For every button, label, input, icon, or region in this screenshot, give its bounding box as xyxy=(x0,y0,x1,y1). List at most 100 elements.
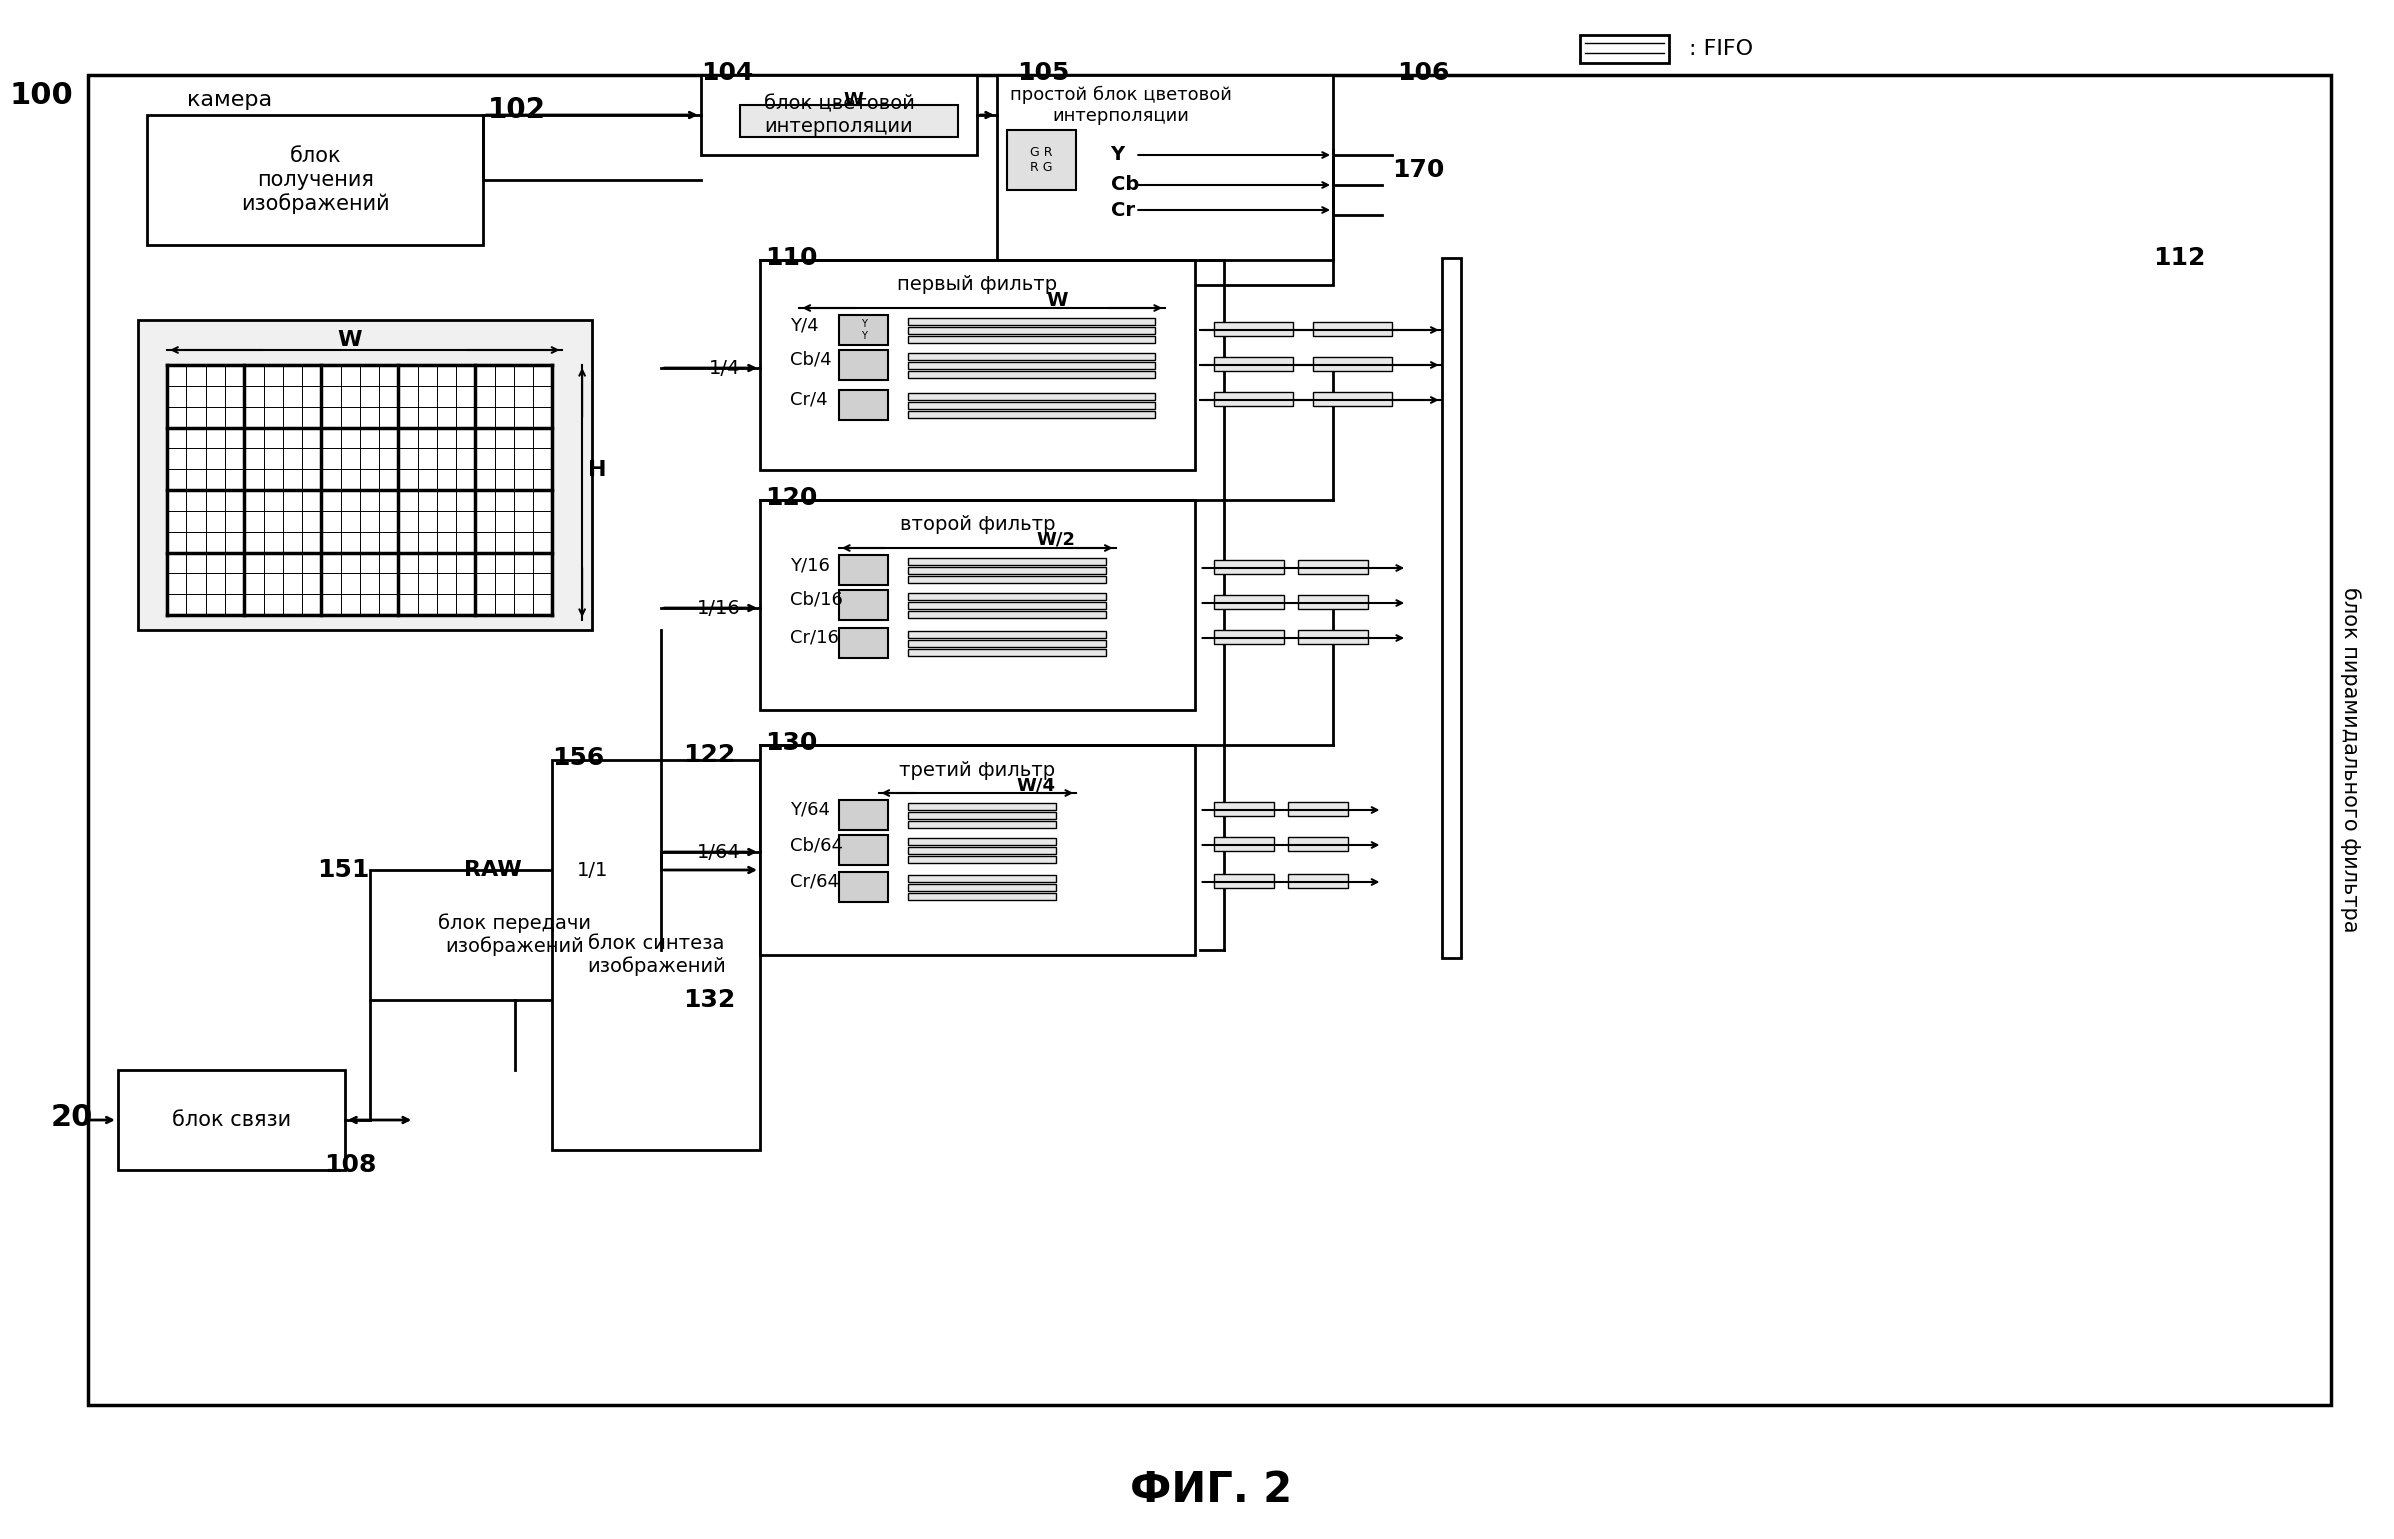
Bar xyxy=(907,893,1056,900)
Bar xyxy=(759,500,1195,709)
Text: блок цветовой
интерполяции: блок цветовой интерполяции xyxy=(764,94,915,135)
Text: 100: 100 xyxy=(10,80,74,109)
Text: RAW: RAW xyxy=(464,860,522,880)
Text: 132: 132 xyxy=(682,988,735,1013)
Bar xyxy=(907,611,1106,619)
Bar xyxy=(1314,392,1393,406)
Bar xyxy=(1298,560,1367,574)
Bar xyxy=(759,260,1195,469)
Bar xyxy=(907,593,1106,600)
Text: Cr/16: Cr/16 xyxy=(790,629,838,646)
Bar xyxy=(907,839,1056,845)
Bar xyxy=(740,105,958,137)
Bar xyxy=(907,411,1156,419)
Bar xyxy=(136,320,591,629)
Text: Cr/4: Cr/4 xyxy=(790,391,828,409)
Text: 104: 104 xyxy=(701,62,754,85)
Bar xyxy=(1214,392,1293,406)
Text: 120: 120 xyxy=(766,486,816,509)
Text: 1/4: 1/4 xyxy=(709,359,740,377)
Text: блок синтеза
изображений: блок синтеза изображений xyxy=(587,934,725,976)
Bar xyxy=(701,75,977,155)
Text: 1/1: 1/1 xyxy=(577,860,608,879)
Bar xyxy=(907,371,1156,379)
Text: W/2: W/2 xyxy=(1037,531,1075,549)
Bar xyxy=(838,836,888,865)
Bar xyxy=(838,589,888,620)
Bar xyxy=(1214,802,1274,816)
Bar xyxy=(838,556,888,585)
Text: W: W xyxy=(1046,291,1068,309)
Bar xyxy=(907,640,1106,646)
Bar xyxy=(838,389,888,420)
Bar xyxy=(907,602,1106,609)
Bar xyxy=(1214,357,1293,371)
Text: Cb/16: Cb/16 xyxy=(790,591,843,609)
Text: Cb: Cb xyxy=(1111,175,1140,194)
Bar xyxy=(117,1070,345,1170)
Text: 130: 130 xyxy=(766,731,816,756)
Text: Cr/64: Cr/64 xyxy=(790,873,838,891)
Bar xyxy=(907,883,1056,891)
Bar xyxy=(1288,874,1348,888)
Text: блок пирамидального фильтра: блок пирамидального фильтра xyxy=(2339,588,2360,933)
Bar xyxy=(907,352,1156,360)
Bar xyxy=(907,336,1156,343)
Text: W: W xyxy=(843,91,864,109)
Text: W/4: W/4 xyxy=(1017,776,1056,794)
Bar xyxy=(907,876,1056,882)
Bar xyxy=(1214,837,1274,851)
Text: 156: 156 xyxy=(553,746,606,770)
Bar xyxy=(1298,596,1367,609)
Bar xyxy=(907,319,1156,325)
Text: G R
R G: G R R G xyxy=(1029,146,1053,174)
Bar xyxy=(838,349,888,380)
Text: 105: 105 xyxy=(1017,62,1070,85)
Bar xyxy=(907,820,1056,828)
Bar xyxy=(907,813,1056,819)
Bar xyxy=(1008,129,1075,189)
Text: первый фильтр: первый фильтр xyxy=(898,275,1058,294)
Bar xyxy=(907,631,1106,639)
Bar xyxy=(1314,357,1393,371)
Bar xyxy=(907,649,1106,656)
Text: Y
Y: Y Y xyxy=(862,319,867,340)
Text: 122: 122 xyxy=(682,743,735,766)
Text: 102: 102 xyxy=(488,95,546,125)
Bar xyxy=(907,566,1106,574)
Text: H: H xyxy=(587,460,606,480)
Bar xyxy=(759,745,1195,956)
Text: ФИГ. 2: ФИГ. 2 xyxy=(1130,1470,1293,1511)
Bar xyxy=(1214,629,1283,643)
Bar xyxy=(838,315,888,345)
Bar xyxy=(907,576,1106,583)
Text: Y: Y xyxy=(1111,146,1125,165)
Bar xyxy=(1214,874,1274,888)
Bar xyxy=(907,402,1156,409)
Text: 106: 106 xyxy=(1398,62,1448,85)
Bar xyxy=(1580,35,1669,63)
Bar xyxy=(1441,259,1460,957)
Text: : FIFO: : FIFO xyxy=(1688,38,1752,58)
Text: блок
получения
изображений: блок получения изображений xyxy=(242,146,390,214)
Bar xyxy=(1214,322,1293,336)
Text: Y/4: Y/4 xyxy=(790,315,819,334)
Bar xyxy=(1298,629,1367,643)
Bar xyxy=(1214,596,1283,609)
Bar xyxy=(907,392,1156,400)
Text: камера: камера xyxy=(187,89,273,109)
Bar xyxy=(996,75,1333,285)
Bar xyxy=(1214,560,1283,574)
Text: 170: 170 xyxy=(1393,159,1444,182)
Text: 20: 20 xyxy=(50,1103,93,1133)
Text: Cb/64: Cb/64 xyxy=(790,836,843,854)
Bar xyxy=(907,326,1156,334)
Text: 112: 112 xyxy=(2152,246,2205,269)
Text: W: W xyxy=(338,329,361,349)
Bar xyxy=(148,115,484,245)
Text: третий фильтр: третий фильтр xyxy=(900,760,1056,779)
Bar xyxy=(1314,322,1393,336)
Bar xyxy=(907,559,1106,565)
Text: простой блок цветовой
интерполяции: простой блок цветовой интерполяции xyxy=(1010,86,1231,125)
Text: 1/16: 1/16 xyxy=(697,599,740,617)
